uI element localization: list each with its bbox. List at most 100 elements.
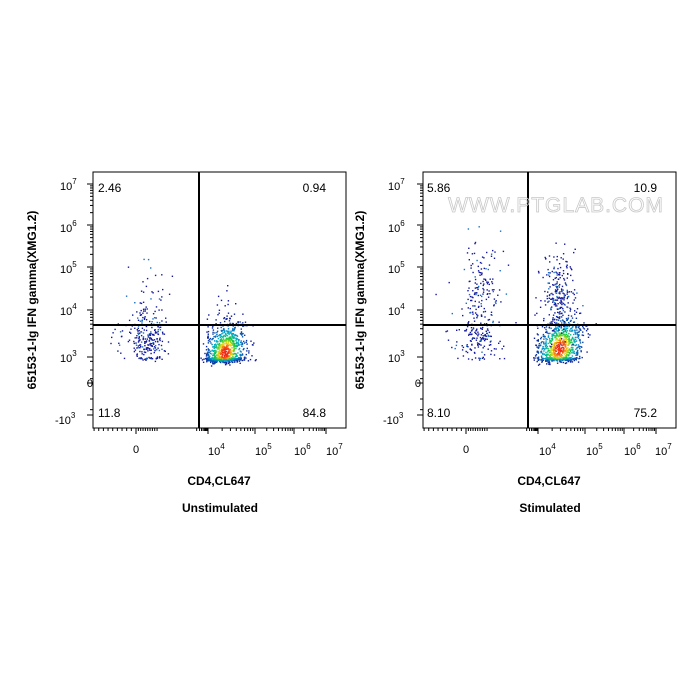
event-dot: [540, 338, 542, 340]
event-dot: [558, 329, 560, 331]
event-dot: [556, 272, 558, 274]
event-dot: [549, 261, 551, 263]
event-dot: [555, 335, 557, 337]
event-dot: [216, 361, 218, 363]
event-dot: [543, 358, 545, 360]
event-dot: [563, 347, 565, 350]
event-dot: [219, 356, 221, 358]
y-tick-label: 106: [60, 219, 77, 235]
event-dot: [150, 352, 152, 355]
event-dot: [477, 343, 479, 346]
event-dot: [536, 312, 538, 315]
event-dot: [228, 357, 230, 359]
event-dot: [139, 339, 141, 341]
event-dot: [485, 268, 487, 270]
event-dot: [487, 293, 489, 295]
event-dot: [157, 333, 159, 335]
event-dot: [483, 335, 485, 337]
event-dot: [545, 360, 548, 362]
event-dot: [144, 345, 146, 347]
event-dot: [562, 333, 565, 335]
event-dot: [149, 349, 151, 351]
event-dot: [234, 334, 237, 336]
event-dot: [563, 340, 565, 342]
event-dot: [471, 333, 473, 335]
event-dot: [226, 330, 228, 332]
event-dot: [559, 297, 562, 300]
event-dot: [571, 358, 574, 360]
event-dot: [560, 342, 562, 344]
event-dot: [484, 278, 487, 281]
event-dot: [567, 314, 570, 317]
event-dot: [140, 309, 142, 312]
event-dot: [501, 348, 503, 350]
event-dot: [229, 338, 231, 340]
y-tick-base: 10: [60, 353, 72, 365]
event-dot: [563, 342, 565, 344]
event-dot: [218, 312, 220, 314]
event-dot: [502, 250, 505, 253]
event-dot: [582, 331, 584, 333]
event-dot: [144, 358, 146, 361]
event-dot: [567, 317, 570, 319]
event-dot: [222, 341, 224, 344]
event-dot: [474, 331, 476, 334]
event-dot: [554, 321, 556, 324]
event-dot: [242, 322, 244, 324]
event-dot: [151, 343, 153, 345]
event-dot: [475, 339, 478, 341]
event-dot: [505, 293, 508, 295]
y-tick-exponent: 7: [72, 177, 77, 186]
event-dot: [472, 313, 474, 315]
x-axis-label: CD4,CL647: [187, 474, 251, 488]
event-dot: [224, 354, 226, 356]
event-dot: [461, 349, 464, 351]
event-dot: [142, 301, 145, 303]
event-dot: [220, 346, 222, 348]
event-dot: [533, 359, 535, 361]
event-dot: [142, 359, 144, 361]
event-dot: [154, 332, 157, 334]
event-dot: [214, 362, 216, 364]
event-dot: [548, 350, 551, 352]
event-dot: [236, 345, 239, 348]
event-dot: [229, 364, 231, 366]
event-dot: [474, 282, 476, 284]
event-dot: [571, 361, 574, 363]
event-dot: [552, 301, 554, 303]
event-dot: [137, 341, 140, 343]
event-dot: [498, 321, 500, 323]
event-dot: [557, 335, 560, 338]
event-dot: [537, 352, 540, 354]
event-dot: [480, 344, 482, 346]
event-dot: [220, 338, 223, 340]
event-dot: [157, 340, 159, 342]
event-dot: [228, 332, 231, 334]
event-dot: [233, 336, 235, 338]
event-dot: [545, 338, 547, 340]
event-dot: [212, 355, 214, 357]
event-dot: [580, 346, 582, 348]
event-dot: [576, 326, 578, 328]
event-dot: [553, 349, 555, 351]
event-dot: [576, 336, 578, 339]
y-tick-label: 105: [388, 260, 405, 276]
event-dot: [564, 344, 566, 346]
event-dot: [251, 355, 253, 357]
y-tick-label: 104: [60, 302, 77, 318]
event-dot: [556, 255, 558, 258]
event-dot: [232, 333, 234, 335]
event-dot: [572, 348, 574, 351]
event-dot: [216, 359, 218, 361]
event-dot: [568, 295, 570, 298]
event-dot: [226, 361, 228, 364]
event-dot: [482, 338, 484, 340]
event-dot: [565, 355, 568, 357]
quadrant-label-upper-right: 10.9: [634, 181, 658, 195]
event-dot: [208, 338, 211, 341]
event-dot: [142, 316, 144, 319]
event-dot: [552, 329, 555, 331]
y-tick-base: 10: [388, 264, 400, 276]
event-dot: [559, 350, 561, 352]
event-dot: [563, 277, 565, 280]
